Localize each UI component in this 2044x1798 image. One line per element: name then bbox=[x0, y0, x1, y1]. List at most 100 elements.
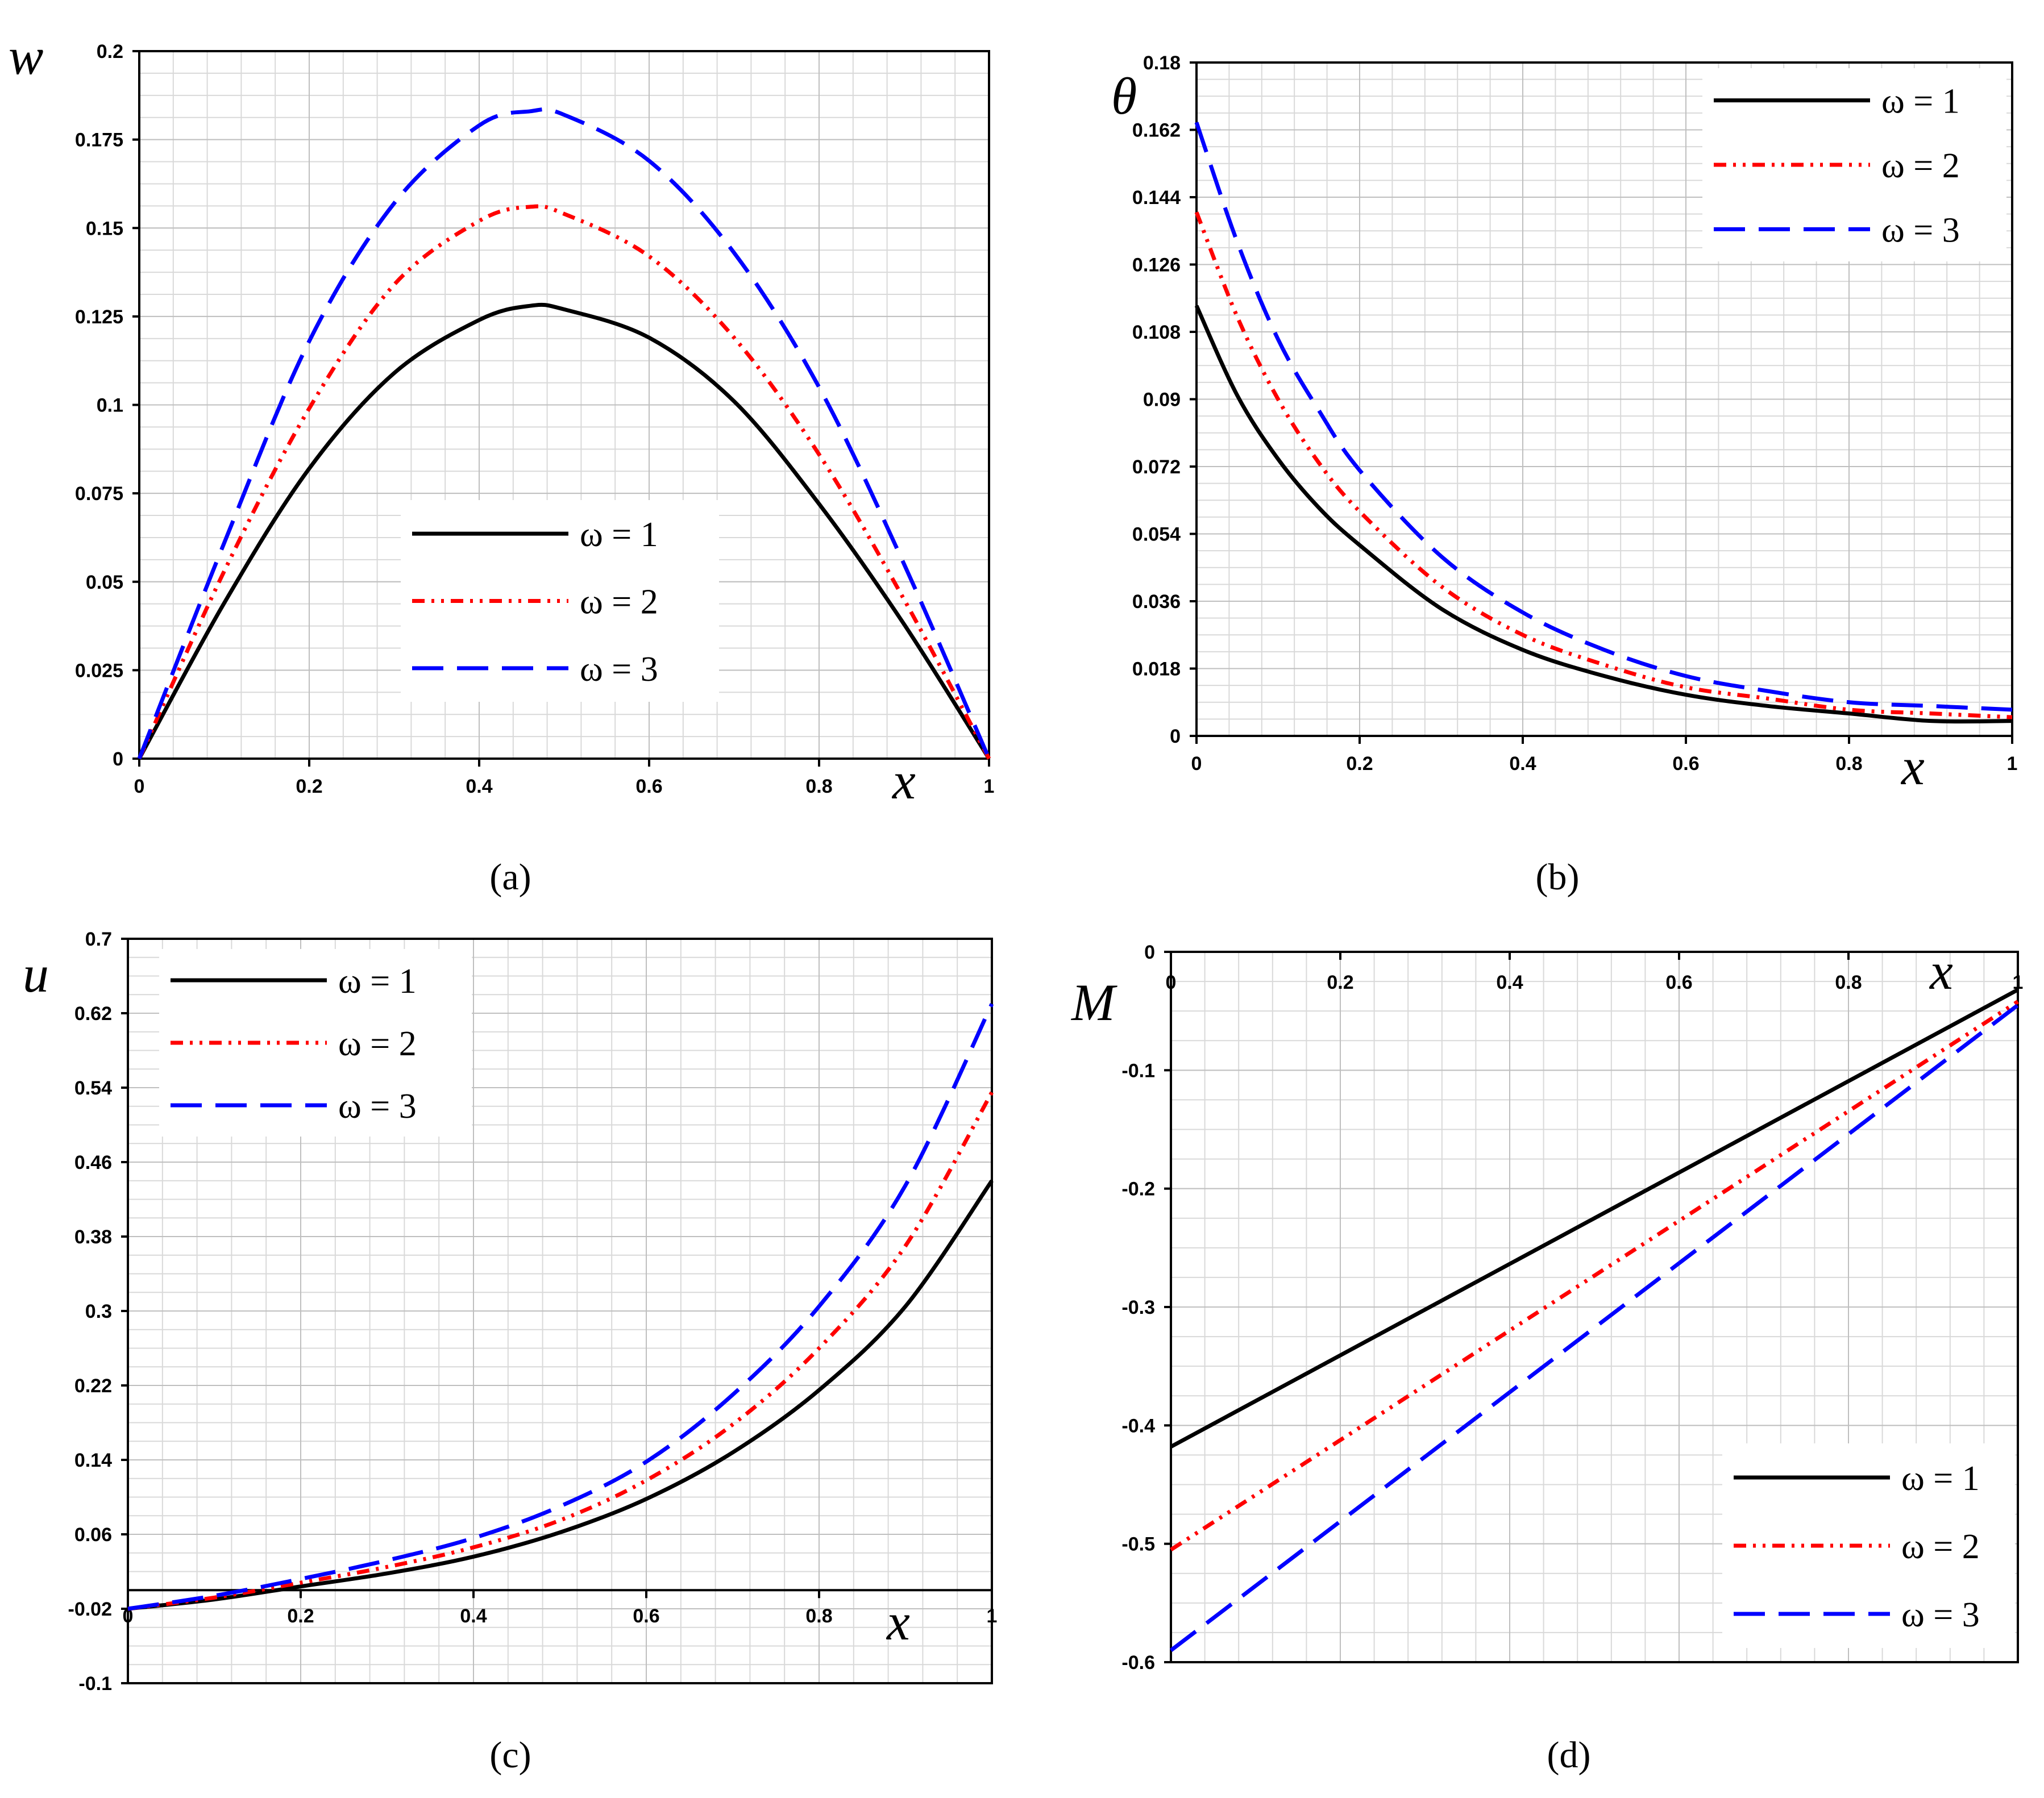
y-tick-label: 0.075 bbox=[75, 483, 123, 505]
x-tick-label: 0.8 bbox=[805, 776, 832, 797]
legend: ω = 1 ω = 2 ω = 3 bbox=[401, 500, 719, 702]
y-tick-label: 0.54 bbox=[74, 1077, 112, 1099]
series-line-omega-1 bbox=[127, 1179, 994, 1611]
legend-label-omega-3: ω = 3 bbox=[1881, 211, 1960, 249]
y-tick-label: -0.2 bbox=[1121, 1179, 1155, 1200]
series-line-omega-3 bbox=[1169, 1003, 2020, 1652]
series-line-omega-1 bbox=[1170, 988, 2019, 1449]
panel-caption: (b) bbox=[1536, 856, 1580, 898]
y-tick-label: 0.125 bbox=[75, 306, 123, 328]
legend: ω = 1 ω = 2 ω = 3 bbox=[159, 949, 472, 1137]
panel-caption: (a) bbox=[489, 856, 531, 898]
series-line-omega-2 bbox=[1194, 211, 2013, 719]
x-tick-label: 1 bbox=[2007, 753, 2018, 775]
x-tick-label: 0.8 bbox=[1835, 972, 1862, 993]
x-tick-label: 1 bbox=[2013, 972, 2024, 993]
y-tick-label: 0.025 bbox=[75, 660, 123, 681]
panel-caption: (d) bbox=[1547, 1734, 1591, 1776]
series-line-omega-3 bbox=[127, 1003, 994, 1611]
x-tick-label: 0.4 bbox=[1509, 753, 1536, 775]
series-line-omega-1 bbox=[137, 302, 991, 760]
x-tick-label: 0.6 bbox=[1672, 753, 1699, 775]
y-axis-label: θ bbox=[1111, 67, 1137, 125]
y-tick-label: 0 bbox=[1144, 942, 1155, 963]
y-tick-label: 0.7 bbox=[85, 929, 112, 950]
series-line-omega-2 bbox=[1170, 1000, 2019, 1552]
x-axis-label: x bbox=[891, 752, 916, 810]
grid-major bbox=[1171, 952, 2018, 1662]
x-tick-label: 0.2 bbox=[1346, 753, 1373, 775]
legend-label-omega-1: ω = 1 bbox=[1901, 1459, 1980, 1498]
y-tick-label: -0.02 bbox=[68, 1599, 113, 1620]
y-tick-label: 0.22 bbox=[74, 1375, 112, 1397]
x-tick-label: 0.8 bbox=[1835, 753, 1862, 775]
y-tick-label: 0.175 bbox=[75, 130, 123, 151]
y-tick-label: 0.162 bbox=[1132, 120, 1181, 141]
x-axis-label: x bbox=[1929, 942, 1953, 1000]
series-line-omega-3 bbox=[1194, 122, 2013, 712]
x-tick-label: 0 bbox=[123, 1605, 134, 1627]
y-tick-label: -0.5 bbox=[1121, 1534, 1155, 1555]
y-tick-label: 0.62 bbox=[74, 1003, 112, 1025]
series-line-omega-1 bbox=[1194, 305, 2013, 724]
x-axis-label: x bbox=[1900, 738, 1925, 796]
y-tick-label: 0.14 bbox=[74, 1450, 112, 1471]
y-tick-label: 0.036 bbox=[1132, 591, 1181, 613]
x-tick-label: 0.6 bbox=[635, 776, 662, 797]
y-tick-label: 0.46 bbox=[74, 1152, 112, 1173]
y-tick-label: -0.3 bbox=[1121, 1297, 1155, 1318]
x-tick-label: 0.2 bbox=[296, 776, 322, 797]
chart-c: 0 0.2 0.4 0.6 0.8 1 -0.1 -0.02 0.06 0.14 0.22 0.3 0.… bbox=[23, 929, 997, 1776]
y-tick-label: 0.15 bbox=[86, 218, 123, 239]
y-tick-label: 0.18 bbox=[1143, 52, 1181, 74]
y-tick-label: 0.1 bbox=[97, 395, 123, 417]
x-axis-label: x bbox=[886, 1593, 910, 1651]
y-tick-label: -0.1 bbox=[1121, 1060, 1155, 1081]
legend-label-omega-3: ω = 3 bbox=[1901, 1596, 1980, 1634]
legend: ω = 1 ω = 2 ω = 3 bbox=[1722, 1443, 2015, 1648]
y-tick-label: -0.1 bbox=[78, 1673, 112, 1695]
x-tick-label: 1 bbox=[984, 776, 995, 797]
y-tick-label: 0.072 bbox=[1132, 456, 1181, 478]
chart-b: 0 0.2 0.4 0.6 0.8 1 0 0.018 0.036 0.054 0.072 0.09 0… bbox=[1111, 52, 2017, 898]
legend-box bbox=[1702, 68, 2006, 261]
y-tick-label: -0.6 bbox=[1121, 1652, 1155, 1674]
y-tick-label: 0.2 bbox=[97, 41, 123, 63]
x-tick-label: 0.4 bbox=[460, 1605, 487, 1627]
series-line-omega-3 bbox=[137, 107, 991, 760]
x-tick-label: 0.6 bbox=[633, 1605, 659, 1627]
y-tick-label: 0.108 bbox=[1132, 322, 1181, 343]
legend-label-omega-1: ω = 1 bbox=[1881, 82, 1960, 121]
legend-label-omega-1: ω = 1 bbox=[338, 962, 417, 1001]
y-tick-label: 0.38 bbox=[74, 1226, 112, 1248]
x-tick-label: 0.6 bbox=[1665, 972, 1692, 993]
x-tick-label: 0.4 bbox=[466, 776, 492, 797]
legend-label-omega-1: ω = 1 bbox=[580, 515, 658, 554]
y-tick-label: 0.3 bbox=[85, 1301, 112, 1322]
y-tick-label: 0 bbox=[1170, 726, 1181, 747]
y-tick-label: 0 bbox=[113, 748, 123, 770]
y-tick-label: 0.126 bbox=[1132, 255, 1181, 276]
x-tick-label: 0.4 bbox=[1496, 972, 1523, 993]
legend-label-omega-2: ω = 2 bbox=[1901, 1528, 1980, 1566]
legend-label-omega-2: ω = 2 bbox=[338, 1025, 417, 1063]
x-tick-label: 0.2 bbox=[1327, 972, 1353, 993]
x-tick-label: 0 bbox=[134, 776, 145, 797]
chart-d: 0 0.2 0.4 0.6 0.8 1 -0.6 -0.5 -0.4 -0.3 -0.2 -0.1 0 ω… bbox=[1070, 942, 2023, 1776]
legend-label-omega-3: ω = 3 bbox=[338, 1087, 417, 1126]
chart-a: 0 0.2 0.4 0.6 0.8 1 0 0.025 0.05 0.075 0.1 0.125 0.1… bbox=[9, 27, 994, 898]
y-tick-label: 0.06 bbox=[74, 1524, 112, 1546]
x-tick-label: 0.8 bbox=[805, 1605, 832, 1627]
x-tick-label: 0 bbox=[1166, 972, 1177, 993]
legend-label-omega-3: ω = 3 bbox=[580, 650, 658, 689]
x-tick-label: 1 bbox=[987, 1605, 998, 1627]
x-tick-label: 0 bbox=[1191, 753, 1202, 775]
y-tick-label: 0.018 bbox=[1132, 659, 1181, 680]
series-line-omega-2 bbox=[137, 204, 991, 760]
y-tick-label: 0.054 bbox=[1132, 524, 1181, 546]
legend-label-omega-2: ω = 2 bbox=[580, 583, 658, 622]
y-axis-label: M bbox=[1070, 973, 1117, 1031]
y-tick-label: 0.144 bbox=[1132, 187, 1181, 209]
legend: ω = 1 ω = 2 ω = 3 bbox=[1702, 68, 2006, 261]
